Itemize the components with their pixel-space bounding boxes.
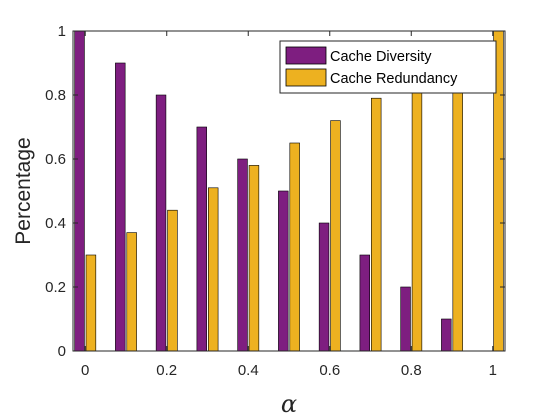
bar-s1-3 bbox=[208, 187, 219, 352]
x-tick-label: 0.8 bbox=[401, 362, 422, 379]
y-tick-label: 0.2 bbox=[45, 279, 66, 296]
bar-s0-2 bbox=[155, 94, 167, 352]
bars-layer bbox=[74, 30, 504, 352]
bar-s1-9 bbox=[452, 53, 463, 352]
y-tick-label: 0 bbox=[58, 343, 66, 360]
bar-s1-4 bbox=[248, 165, 260, 352]
x-tick-label: 0 bbox=[81, 362, 89, 379]
bar-s0-3 bbox=[196, 126, 207, 352]
bar-s1-8 bbox=[411, 75, 423, 352]
legend: Cache Diversity Cache Redundancy bbox=[279, 40, 497, 94]
x-tick-label: 0.6 bbox=[319, 362, 340, 379]
bar-s0-4 bbox=[237, 158, 248, 352]
x-axis-title: α bbox=[281, 390, 297, 418]
x-tick-label: 1 bbox=[489, 362, 497, 379]
legend-swatch-cache-redundancy bbox=[285, 68, 327, 87]
legend-label-cache-diversity: Cache Diversity bbox=[330, 49, 432, 65]
bar-s1-5 bbox=[289, 142, 300, 352]
bar-s1-6 bbox=[330, 120, 341, 352]
bar-s0-7 bbox=[359, 254, 370, 352]
x-tick-label: 0.4 bbox=[238, 362, 259, 379]
bar-s1-7 bbox=[371, 97, 382, 352]
bar-s0-5 bbox=[278, 190, 289, 352]
bar-s0-8 bbox=[400, 286, 411, 352]
legend-label-cache-redundancy: Cache Redundancy bbox=[330, 71, 458, 87]
bar-s1-0 bbox=[85, 254, 97, 352]
bar-s0-6 bbox=[318, 222, 330, 352]
bar-s1-1 bbox=[126, 232, 137, 352]
bar-s1-2 bbox=[167, 209, 178, 352]
y-tick-label: 0.8 bbox=[45, 87, 66, 104]
y-axis-title: Percentage bbox=[12, 137, 35, 244]
bar-s0-9 bbox=[441, 318, 452, 352]
ticks-layer: 0 0.2 0.4 0.6 0.8 1 0 0.2 0.4 0.6 0.8 1 bbox=[45, 23, 505, 379]
y-tick-label: 0.6 bbox=[45, 151, 66, 168]
bar-s0-0 bbox=[74, 30, 85, 352]
plot-area-frame bbox=[72, 30, 506, 352]
x-tick-label: 0.2 bbox=[156, 362, 177, 379]
y-tick-label: 1 bbox=[58, 23, 66, 40]
y-tick-label: 0.4 bbox=[45, 215, 66, 232]
bar-s0-1 bbox=[115, 62, 126, 352]
legend-swatch-cache-diversity bbox=[285, 46, 327, 65]
